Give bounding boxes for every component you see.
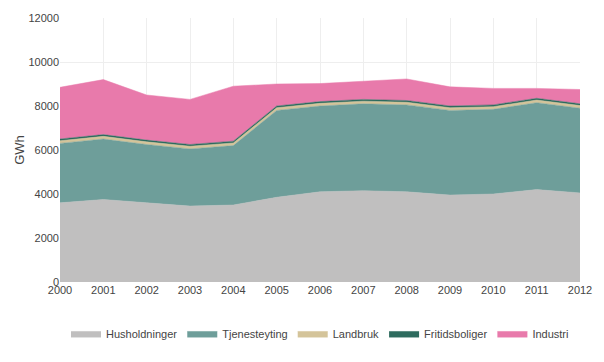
svg-text:2000: 2000 bbox=[35, 232, 59, 244]
svg-text:2008: 2008 bbox=[394, 284, 418, 296]
svg-text:2011: 2011 bbox=[525, 284, 549, 296]
svg-text:Tjenesteyting: Tjenesteyting bbox=[222, 328, 287, 340]
svg-text:Fritidsboliger: Fritidsboliger bbox=[424, 328, 487, 340]
svg-text:10000: 10000 bbox=[28, 56, 59, 68]
svg-text:2007: 2007 bbox=[351, 284, 375, 296]
svg-text:Industri: Industri bbox=[532, 328, 568, 340]
svg-text:8000: 8000 bbox=[35, 100, 59, 112]
svg-text:2001: 2001 bbox=[91, 284, 115, 296]
svg-text:2002: 2002 bbox=[134, 284, 158, 296]
svg-text:4000: 4000 bbox=[35, 188, 59, 200]
svg-text:2006: 2006 bbox=[308, 284, 332, 296]
svg-text:6000: 6000 bbox=[35, 144, 59, 156]
svg-text:2012: 2012 bbox=[568, 284, 592, 296]
svg-text:2003: 2003 bbox=[178, 284, 202, 296]
svg-text:2005: 2005 bbox=[264, 284, 288, 296]
svg-text:2004: 2004 bbox=[221, 284, 245, 296]
svg-text:GWh: GWh bbox=[12, 135, 27, 165]
svg-text:12000: 12000 bbox=[28, 12, 59, 24]
svg-text:2000: 2000 bbox=[48, 284, 72, 296]
svg-text:2009: 2009 bbox=[438, 284, 462, 296]
svg-text:2010: 2010 bbox=[481, 284, 505, 296]
svg-text:Landbruk: Landbruk bbox=[333, 328, 379, 340]
svg-text:0: 0 bbox=[53, 276, 59, 288]
svg-text:Husholdninger: Husholdninger bbox=[106, 328, 177, 340]
